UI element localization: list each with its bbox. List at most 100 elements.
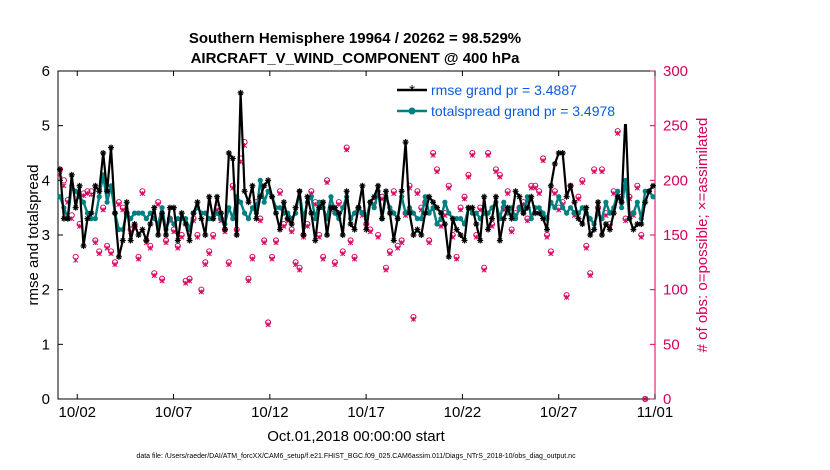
totalspread-point — [104, 199, 110, 205]
obs-assimilated-marker — [375, 234, 381, 240]
obs-assimilated-marker — [367, 229, 373, 235]
obs-assimilated-marker — [430, 152, 436, 158]
rmse-point — [84, 215, 91, 222]
rmse-point — [398, 188, 405, 195]
totalspread-point — [536, 205, 542, 211]
totalspread-point — [159, 205, 165, 211]
obs-assimilated-marker — [579, 179, 585, 186]
rmse-point — [155, 232, 162, 238]
rmse-point — [528, 193, 535, 200]
totalspread-point — [230, 216, 236, 222]
obs-assimilated-marker — [304, 223, 311, 229]
totalspread-point — [135, 210, 142, 216]
rmse-point — [92, 182, 99, 189]
rmse-point — [516, 193, 523, 200]
rmse-point — [630, 226, 637, 233]
rmse-point — [292, 204, 299, 211]
rmse-point — [602, 221, 609, 228]
rmse-point — [210, 215, 217, 222]
rmse-point — [202, 232, 209, 238]
totalspread-point — [257, 177, 263, 183]
x-tick-label: 10/12 — [251, 404, 289, 421]
obs-assimilated-marker — [391, 190, 397, 197]
rmse-point — [614, 193, 621, 200]
totalspread-point — [630, 210, 636, 216]
obs-assimilated-marker — [410, 316, 417, 322]
rmse-point — [245, 199, 252, 206]
obs-assimilated-marker — [257, 218, 263, 224]
obs-assimilated-marker — [344, 147, 350, 153]
totalspread-point — [434, 221, 440, 227]
y-tick-label-right: 250 — [663, 118, 688, 135]
x-tick-label: 10/07 — [155, 404, 193, 421]
totalspread-point — [92, 216, 98, 222]
totalspread-point — [442, 199, 448, 205]
totalspread-point — [501, 199, 507, 205]
rmse-point — [316, 204, 323, 211]
series-line-rmse — [58, 91, 654, 258]
totalspread-point — [603, 199, 609, 205]
obs-assimilated-marker — [536, 190, 542, 197]
totalspread-point — [143, 216, 149, 222]
rmse-point — [390, 237, 397, 244]
x-tick-label: 10/27 — [540, 404, 578, 421]
obs-assimilated-marker — [320, 256, 326, 262]
rmse-point — [280, 199, 287, 206]
rmse-point — [351, 226, 358, 233]
rmse-point — [606, 226, 613, 233]
rmse-point — [331, 204, 338, 211]
totalspread-point — [402, 210, 409, 216]
obs-assimilated-marker — [104, 245, 110, 251]
rmse-point — [308, 210, 315, 217]
obs-assimilated-marker — [175, 245, 181, 251]
obs-assimilated-marker — [186, 278, 193, 284]
obs-assimilated-marker — [454, 256, 460, 262]
totalspread-point — [245, 216, 252, 222]
totalspread-point — [371, 205, 377, 211]
rmse-point — [477, 237, 484, 244]
obs-assimilated-marker — [198, 289, 204, 295]
obs-assimilated-marker — [100, 207, 106, 213]
rmse-point — [422, 210, 429, 217]
obs-assimilated-marker — [414, 190, 420, 197]
rmse-point — [410, 232, 417, 238]
rmse-point — [304, 193, 311, 200]
obs-assimilated-marker — [261, 240, 267, 246]
y-tick-label-left: 5 — [42, 118, 50, 135]
totalspread-point — [238, 199, 244, 205]
totalspread-point — [226, 205, 232, 211]
rmse-point — [119, 237, 126, 244]
chart-title-line2: AIRCRAFT_V_WIND_COMPONENT @ 400 hPa — [191, 50, 521, 67]
rmse-point — [536, 210, 543, 217]
totalspread-point — [175, 216, 181, 222]
y-axis-label-right: # of obs: o=possible; ×=assimilated — [694, 118, 711, 353]
rmse-point — [253, 215, 260, 222]
rmse-point — [80, 242, 87, 249]
rmse-point — [520, 210, 527, 217]
rmse-point — [638, 221, 645, 228]
obs-assimilated-marker — [505, 190, 511, 197]
obs-assimilated-marker — [226, 261, 232, 268]
rmse-point — [312, 237, 319, 244]
totalspread-point — [454, 216, 460, 222]
obs-assimilated-marker — [383, 267, 389, 273]
totalspread-point — [615, 188, 621, 194]
rmse-point — [379, 215, 386, 222]
obs-assimilated-marker — [591, 168, 597, 175]
obs-assimilated-marker — [206, 250, 212, 257]
rmse-point — [457, 232, 464, 238]
obs-assimilated-marker — [548, 250, 554, 257]
y-tick-label-right: 50 — [663, 336, 680, 353]
rmse-point — [363, 226, 370, 233]
rmse-point — [194, 199, 201, 206]
rmse-point — [500, 215, 507, 222]
obs-assimilated-marker — [351, 256, 358, 262]
totalspread-point — [277, 205, 283, 211]
rmse-point — [241, 188, 248, 195]
obs-assimilated-marker — [544, 234, 550, 240]
legend: * rmse grand pr = 3.4887 totalspread gra… — [393, 78, 651, 124]
obs-assimilated-marker — [73, 257, 79, 263]
rmse-point — [575, 215, 582, 222]
rmse-point — [551, 160, 558, 167]
totalspread-point — [316, 199, 322, 205]
